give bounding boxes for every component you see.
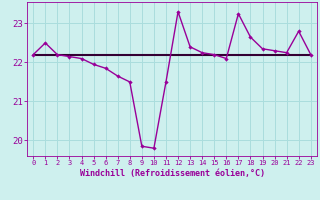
- X-axis label: Windchill (Refroidissement éolien,°C): Windchill (Refroidissement éolien,°C): [79, 169, 265, 178]
